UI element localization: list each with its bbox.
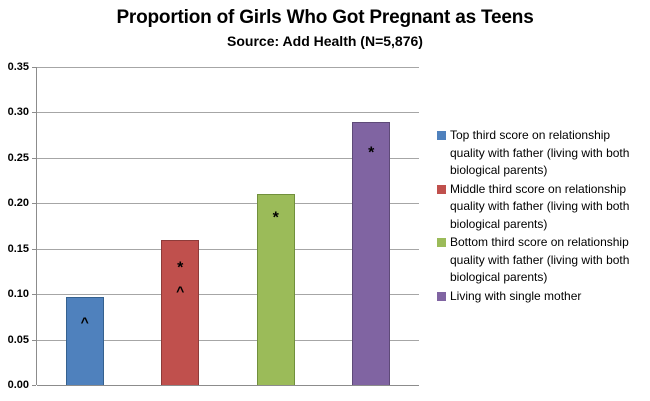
legend-label: Bottom third score on relationship quali… [450,235,630,284]
y-tick-mark [32,157,36,159]
bar-2 [161,239,200,385]
legend-label: Top third score on relationship quality … [450,128,630,177]
gridline-0.15 [37,248,419,250]
y-tick-mark [32,67,36,68]
chart-title: Proportion of Girls Who Got Pregnant as … [116,7,534,28]
caret-annotation: ^ [80,313,89,330]
plot-area: ^ * ^ * * [36,67,419,386]
y-tick-label-0.35: 0.35 [7,61,29,73]
legend-item-4: Living with single mother [437,288,645,306]
gridline-0.25 [37,157,419,159]
legend-marker-icon [437,291,446,301]
y-tick-label-0.15: 0.15 [7,242,29,255]
legend: Top third score on relationship quality … [437,127,645,306]
legend-item-2: Middle third score on relationship quali… [437,181,645,234]
y-tick-mark [32,112,36,114]
legend-label: Living with single mother [450,288,582,303]
bar-3 [256,194,295,385]
gridline-0.05 [37,339,419,341]
legend-marker-icon [437,184,446,194]
gridline-0.35 [37,67,419,68]
y-tick-label-0.00: 0.00 [7,379,29,391]
y-tick-mark [32,339,36,341]
y-tick-label-0.30: 0.30 [7,106,29,119]
y-tick-mark [32,294,36,296]
asterisk-annotation: * [272,209,279,227]
y-tick-label-0.10: 0.10 [7,288,29,301]
bar-1 [65,296,104,385]
asterisk-annotation: * [368,144,375,162]
y-tick-label-0.25: 0.25 [7,151,29,164]
legend-label: Middle third score on relationship quali… [450,181,630,231]
gridline-0.20 [37,203,419,205]
gridline-0.10 [37,294,419,296]
gridline-0.00 [37,385,419,386]
legend-item-1: Top third score on relationship quality … [437,127,645,180]
legend-marker-icon [437,131,446,140]
caret-annotation: ^ [176,282,185,299]
y-tick-mark [32,385,36,386]
gridline-0.30 [37,112,419,114]
legend-marker-icon [437,238,446,247]
y-tick-mark [32,248,36,250]
legend-item-3: Bottom third score on relationship quali… [437,234,645,287]
y-tick-label-0.20: 0.20 [7,197,29,210]
asterisk-annotation: * [177,259,184,277]
y-tick-mark [32,203,36,205]
y-tick-label-0.05: 0.05 [7,333,29,346]
chart-subtitle: Source: Add Health (N=5,876) [227,33,423,49]
bar-4 [352,121,391,385]
